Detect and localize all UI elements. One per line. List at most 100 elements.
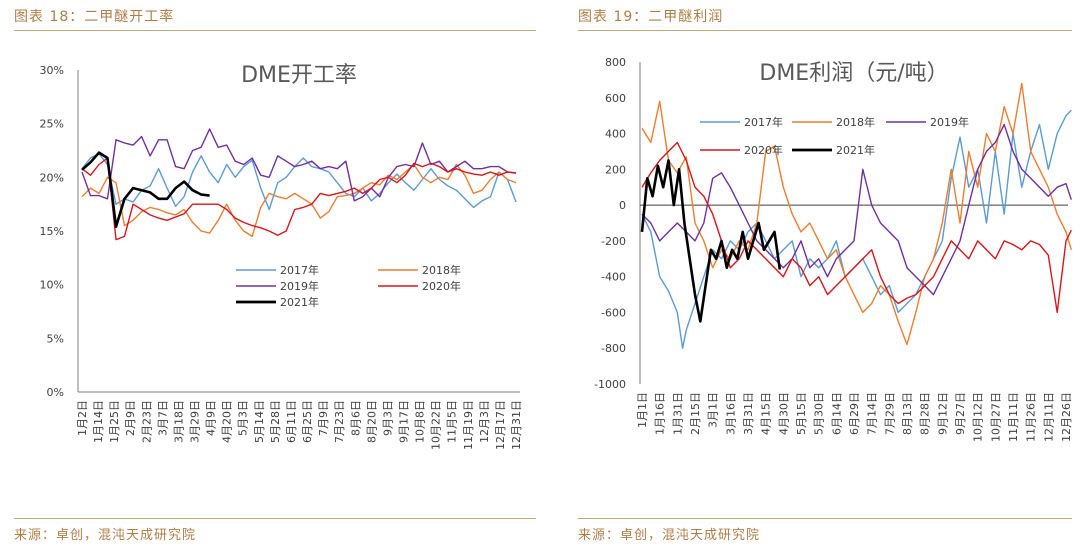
x-tick-label: 8月6日: [349, 400, 362, 436]
x-tick-label: 9月12日: [936, 392, 949, 435]
x-tick-label: 1月25日: [108, 400, 121, 443]
y-tick-label: 0%: [47, 386, 64, 399]
x-tick-label: 10月27日: [989, 392, 1002, 442]
x-tick-label: 1月31日: [671, 392, 684, 435]
x-tick-label: 1月1日: [636, 392, 649, 428]
series-line-2019年: [641, 123, 1072, 296]
x-tick-label: 5月14日: [253, 400, 266, 443]
x-tick-label: 12月31日: [510, 400, 523, 450]
figure-18-title: 图表 18：二甲醚开工率: [14, 9, 175, 25]
y-tick-label: -200: [601, 235, 626, 248]
x-tick-label: 4月9日: [205, 400, 218, 436]
x-tick-label: 11月5日: [446, 400, 459, 443]
x-tick-label: 11月19日: [462, 400, 475, 450]
legend-label-2017年: 2017年: [280, 263, 319, 277]
y-tick-label: 30%: [40, 64, 64, 77]
x-tick-label: 3月31日: [742, 392, 755, 435]
x-tick-label: 11月26日: [1025, 392, 1038, 442]
series-line-2021年: [81, 151, 210, 228]
figure-18-top-rule: [14, 30, 536, 31]
y-tick-label: 15%: [40, 225, 64, 238]
x-tick-label: 3月18日: [172, 400, 185, 443]
series-line-2017年: [81, 152, 517, 211]
x-tick-label: 11月11日: [1007, 392, 1020, 442]
figure-19-bottom-rule: [578, 518, 1072, 519]
legend-label-2021年: 2021年: [836, 143, 875, 157]
y-tick-label: -600: [601, 306, 626, 319]
x-tick-label: 3月1日: [707, 392, 720, 428]
legend-label-2017年: 2017年: [744, 115, 783, 129]
x-tick-label: 8月20日: [365, 400, 378, 443]
x-tick-label: 3月16日: [724, 392, 737, 435]
figure-19-title: 图表 19：二甲醚利润: [578, 9, 724, 25]
x-tick-label: 10月12日: [972, 392, 985, 442]
x-tick-label: 6月29日: [848, 392, 861, 435]
legend-label-2020年: 2020年: [422, 279, 461, 293]
series-line-2018年: [641, 82, 1072, 346]
figure-19-source: 来源：卓创，混沌天成研究院: [578, 528, 761, 543]
y-tick-label: 600: [605, 92, 626, 105]
x-tick-label: 12月11日: [1042, 392, 1055, 442]
y-tick-label: 0: [619, 199, 626, 212]
series-line-2021年: [640, 159, 782, 323]
x-tick-label: 5月30日: [813, 392, 826, 435]
x-tick-label: 12月17日: [494, 400, 507, 450]
x-tick-label: 3月7日: [156, 400, 169, 436]
y-tick-label: 400: [605, 128, 626, 141]
legend-label-2018年: 2018年: [422, 263, 461, 277]
y-tick-label: 200: [605, 163, 626, 176]
x-tick-label: 7月23日: [333, 400, 346, 443]
x-tick-label: 12月3日: [478, 400, 491, 443]
legend-label-2019年: 2019年: [930, 115, 969, 129]
figure-19-top-rule: [578, 30, 1072, 31]
x-tick-label: 9月17日: [397, 400, 410, 443]
x-tick-label: 2月23日: [140, 400, 153, 443]
x-tick-label: 7月29日: [883, 392, 896, 435]
x-tick-label: 9月27日: [954, 392, 967, 435]
x-tick-label: 8月28日: [919, 392, 932, 435]
x-tick-label: 6月14日: [830, 392, 843, 435]
legend-label-2018年: 2018年: [836, 115, 875, 129]
x-tick-label: 6月11日: [285, 400, 298, 443]
x-tick-label: 4月20日: [221, 400, 234, 443]
x-tick-label: 7月9日: [317, 400, 330, 436]
x-tick-label: 4月30日: [777, 392, 790, 435]
x-tick-label: 10月8日: [414, 400, 427, 443]
y-tick-label: 10%: [40, 279, 64, 292]
x-tick-label: 9月3日: [381, 400, 394, 436]
x-tick-label: 5月3日: [237, 400, 250, 436]
profit-chart: DME利润（元/吨） -1000 -800 -600 -400 -200 0 200 400 60…: [594, 56, 1073, 442]
legend-label-2019年: 2019年: [280, 279, 319, 293]
series-line-2020年: [81, 157, 517, 241]
y-tick-label: 25%: [40, 118, 64, 131]
figure-18-bottom-rule: [14, 518, 536, 519]
x-tick-label: 5月15日: [795, 392, 808, 435]
y-tick-label: -400: [601, 271, 626, 284]
x-tick-label: 8月13日: [901, 392, 914, 435]
legend-label-2021年: 2021年: [280, 295, 319, 309]
y-tick-label: 800: [605, 56, 626, 69]
y-tick-label: -800: [601, 342, 626, 355]
x-tick-label: 6月25日: [301, 400, 314, 443]
x-tick-label: 5月28日: [269, 400, 282, 443]
x-tick-label: 1月14日: [92, 400, 105, 443]
x-tick-label: 1月2日: [76, 400, 89, 436]
x-tick-label: 2月9日: [124, 400, 137, 436]
x-tick-label: 7月14日: [866, 392, 879, 435]
series-line-2020年: [641, 141, 1072, 314]
x-tick-label: 12月26日: [1060, 392, 1073, 442]
y-tick-label: 20%: [40, 171, 64, 184]
x-tick-label: 2月15日: [689, 392, 702, 435]
y-tick-label: -1000: [594, 378, 626, 391]
x-tick-label: 4月15日: [760, 392, 773, 435]
series-line-2019年: [81, 128, 517, 202]
legend-label-2020年: 2020年: [744, 143, 783, 157]
y-tick-label: 5%: [47, 332, 64, 345]
figure-18-source: 来源：卓创，混沌天成研究院: [14, 528, 197, 543]
x-tick-label: 10月22日: [430, 400, 443, 450]
x-tick-label: 3月29日: [189, 400, 202, 443]
chart-title: DME利润（元/吨）: [759, 61, 948, 86]
x-tick-label: 1月16日: [654, 392, 667, 435]
chart-title: DME开工率: [241, 63, 357, 88]
